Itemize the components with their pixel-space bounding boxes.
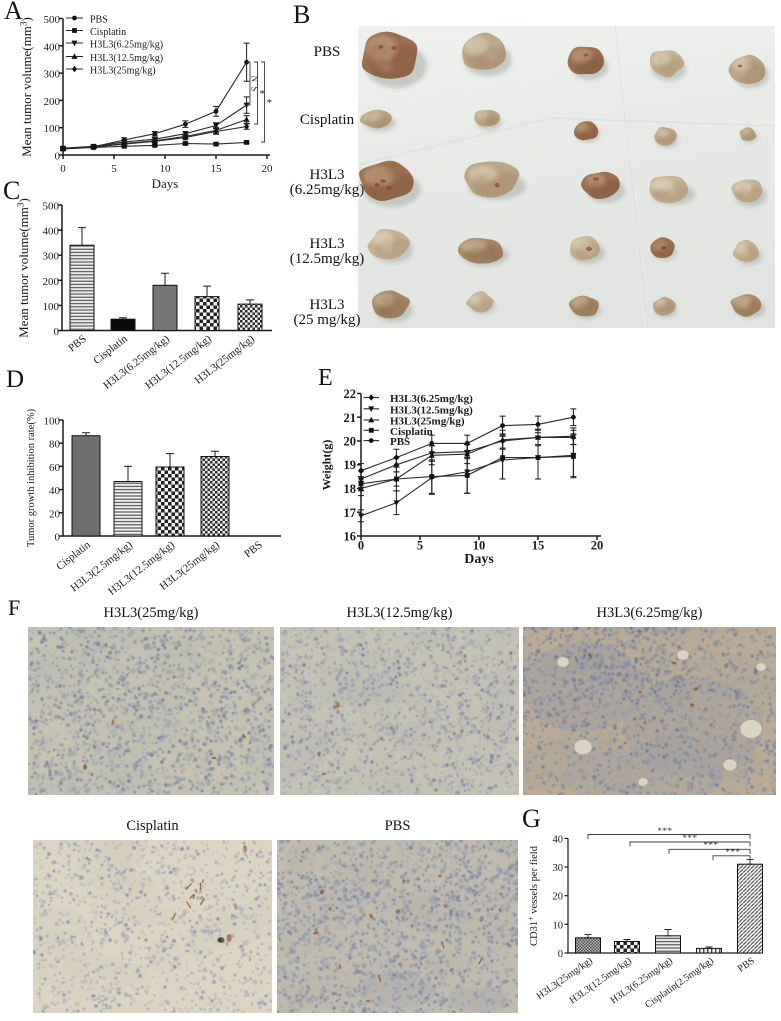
svg-text:22: 22 [344,387,357,401]
svg-text:*: * [260,88,266,100]
svg-text:Days: Days [464,552,494,567]
svg-text:5: 5 [417,539,423,553]
svg-text:10: 10 [160,163,172,175]
svg-text:100: 100 [44,416,61,428]
svg-text:(25 mg/kg): (25 mg/kg) [293,312,360,328]
svg-text:H3L3(6.25mg/kg): H3L3(6.25mg/kg) [90,40,163,51]
svg-text:200: 200 [44,96,61,108]
svg-text:H3L3: H3L3 [310,236,345,252]
svg-text:18: 18 [344,482,357,496]
svg-text:20: 20 [262,163,274,175]
svg-text:500: 500 [44,14,61,26]
svg-text:300: 300 [43,251,60,263]
svg-text:5: 5 [111,163,117,175]
svg-text:Cisplatin: Cisplatin [390,426,433,438]
svg-text:17: 17 [344,506,357,520]
svg-text:H3L3(25mg/kg): H3L3(25mg/kg) [390,416,465,428]
svg-text:H3L3: H3L3 [310,297,345,313]
svg-text:40: 40 [49,485,61,497]
svg-text:H3L3(12.5mg/kg): H3L3(12.5mg/kg) [90,53,163,64]
svg-text:16: 16 [344,530,357,544]
svg-text:Mean tumor volume(mm3): Mean tumor volume(mm3) [19,17,34,157]
svg-text:Cisplatin: Cisplatin [91,333,130,367]
svg-text:100: 100 [43,301,60,313]
svg-text:H3L3(25mg/kg): H3L3(25mg/kg) [90,66,156,77]
svg-text:500: 500 [43,201,60,213]
svg-text:20: 20 [344,435,357,449]
svg-text:Days: Days [152,176,179,191]
svg-text:0: 0 [55,532,61,544]
svg-text:15: 15 [532,539,545,553]
svg-text:10: 10 [473,539,486,553]
svg-text:Tumor growth inhibition rate(%: Tumor growth inhibition rate(%) [26,408,37,547]
svg-text:0: 0 [358,539,364,553]
svg-text:300: 300 [44,69,61,81]
svg-text:Weight(g): Weight(g) [320,440,334,491]
svg-text:60: 60 [49,462,61,474]
svg-text:Mean tumor volume(mm3): Mean tumor volume(mm3) [16,198,31,338]
svg-text:PBS: PBS [314,44,341,60]
svg-text:0: 0 [60,163,66,175]
svg-text:(12.5mg/kg): (12.5mg/kg) [290,251,365,267]
svg-text:H3L3(6.25mg/kg): H3L3(6.25mg/kg) [390,393,473,405]
svg-text:21: 21 [344,411,357,425]
svg-text:(6.25mg/kg): (6.25mg/kg) [290,182,365,198]
svg-text:Cisplatin: Cisplatin [300,112,355,128]
svg-text:80: 80 [49,439,61,451]
svg-text:*: * [267,97,273,109]
svg-text:H3L3: H3L3 [310,167,345,183]
svg-text:20: 20 [591,539,604,553]
svg-text:19: 19 [344,458,357,472]
svg-text:H3L3(12.5mg/kg): H3L3(12.5mg/kg) [390,404,473,416]
svg-text:20: 20 [49,508,61,520]
svg-text:400: 400 [43,226,60,238]
svg-text:0: 0 [55,151,61,163]
svg-text:0: 0 [54,326,60,338]
svg-text:Cisplatin: Cisplatin [54,539,93,573]
svg-text:N S: N S [250,76,260,93]
svg-text:200: 200 [43,276,60,288]
svg-text:PBS: PBS [66,333,89,355]
svg-text:PBS: PBS [242,539,265,561]
svg-text:PBS: PBS [90,15,108,26]
svg-text:100: 100 [44,123,61,135]
svg-text:Cisplatin: Cisplatin [90,27,126,38]
svg-text:15: 15 [211,163,223,175]
svg-text:400: 400 [44,41,61,53]
svg-text:PBS: PBS [390,436,410,448]
